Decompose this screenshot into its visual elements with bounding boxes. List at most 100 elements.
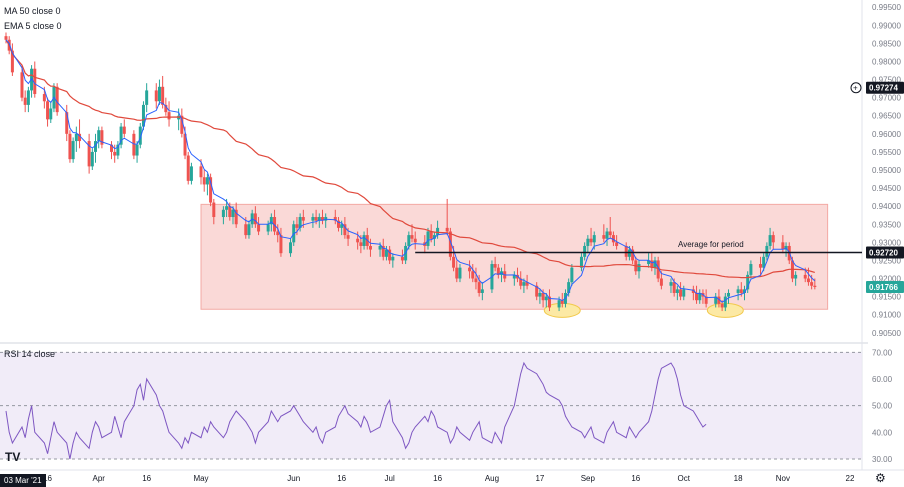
candle-body[interactable] xyxy=(589,238,593,243)
candle-body[interactable] xyxy=(333,217,337,221)
candle-body[interactable] xyxy=(695,292,699,301)
candle-body[interactable] xyxy=(269,217,273,225)
candle-body[interactable] xyxy=(340,224,344,228)
candle-body[interactable] xyxy=(739,289,743,293)
candle-body[interactable] xyxy=(445,227,449,232)
candle-body[interactable] xyxy=(493,264,497,268)
candle-body[interactable] xyxy=(525,282,529,286)
candle-body[interactable] xyxy=(455,267,459,279)
rsi-pane[interactable] xyxy=(0,351,862,460)
candle-body[interactable] xyxy=(49,108,53,120)
candle-body[interactable] xyxy=(343,224,347,236)
candle-body[interactable] xyxy=(199,166,203,178)
candle-body[interactable] xyxy=(653,260,657,268)
candle-body[interactable] xyxy=(244,224,248,236)
candle-body[interactable] xyxy=(794,274,798,279)
candle-body[interactable] xyxy=(560,300,564,304)
candle-body[interactable] xyxy=(647,260,651,265)
candle-body[interactable] xyxy=(94,141,98,152)
candle-body[interactable] xyxy=(314,217,318,221)
candle-body[interactable] xyxy=(225,206,229,210)
candle-body[interactable] xyxy=(298,217,302,228)
candle-body[interactable] xyxy=(723,296,727,308)
candle-body[interactable] xyxy=(698,292,702,301)
candle-body[interactable] xyxy=(611,235,615,243)
candle-body[interactable] xyxy=(183,133,187,156)
candle-body[interactable] xyxy=(458,267,462,279)
candle-body[interactable] xyxy=(202,177,206,185)
candle-body[interactable] xyxy=(704,296,708,304)
candle-body[interactable] xyxy=(682,289,686,297)
candle-body[interactable] xyxy=(346,235,350,239)
price-axis[interactable]: 0.99500 0.99000 0.98500 0.98000 0.97500 0.970… xyxy=(850,3,904,338)
candle-body[interactable] xyxy=(221,209,225,218)
candle-body[interactable] xyxy=(429,231,433,239)
candle-body[interactable] xyxy=(164,104,168,113)
candle-body[interactable] xyxy=(471,271,475,279)
candle-body[interactable] xyxy=(100,130,104,145)
candle-body[interactable] xyxy=(768,235,772,246)
candle-body[interactable] xyxy=(781,242,785,250)
plus-icon-circle[interactable] xyxy=(850,82,862,94)
candle-body[interactable] xyxy=(228,206,232,218)
candle-body[interactable] xyxy=(23,97,27,105)
candle-body[interactable] xyxy=(746,274,750,290)
time-axis[interactable]: 16 Apr 16 May Jun 16 Jul 16 Aug 17 Sep 16 Oct 18 Nov 22 xyxy=(43,474,855,483)
candle-body[interactable] xyxy=(247,224,251,236)
candle-body[interactable] xyxy=(762,256,766,268)
ma-50-line[interactable] xyxy=(5,39,815,279)
candle-body[interactable] xyxy=(42,94,46,102)
candle-body[interactable] xyxy=(656,260,660,279)
candle-body[interactable] xyxy=(289,242,293,254)
candle-body[interactable] xyxy=(336,220,340,228)
candle-body[interactable] xyxy=(321,217,324,221)
candle-body[interactable] xyxy=(538,292,542,297)
candle-body[interactable] xyxy=(810,282,814,286)
candle-body[interactable] xyxy=(512,274,516,279)
candle-body[interactable] xyxy=(547,296,551,308)
candle-body[interactable] xyxy=(55,86,59,113)
candle-body[interactable] xyxy=(317,217,321,221)
candle-body[interactable] xyxy=(631,249,635,261)
candle-body[interactable] xyxy=(452,256,456,268)
candle-body[interactable] xyxy=(624,245,628,257)
candle-body[interactable] xyxy=(10,50,14,73)
candle-body[interactable] xyxy=(119,126,123,145)
candle-body[interactable] xyxy=(410,235,414,239)
candle-body[interactable] xyxy=(583,245,587,257)
candle-body[interactable] xyxy=(765,245,769,257)
candle-body[interactable] xyxy=(615,242,619,246)
candle-body[interactable] xyxy=(301,217,305,221)
candle-body[interactable] xyxy=(522,282,526,286)
candle-body[interactable] xyxy=(87,141,91,167)
candle-body[interactable] xyxy=(276,231,280,236)
candle-body[interactable] xyxy=(758,264,762,268)
candle-body[interactable] xyxy=(71,141,75,160)
candle-body[interactable] xyxy=(637,264,641,272)
candle-body[interactable] xyxy=(432,235,436,239)
candle-body[interactable] xyxy=(474,278,478,283)
candle-body[interactable] xyxy=(749,264,753,275)
candle-body[interactable] xyxy=(356,238,360,243)
candle-body[interactable] xyxy=(135,144,139,156)
candle-body[interactable] xyxy=(231,209,235,218)
candle-body[interactable] xyxy=(679,289,683,297)
candle-body[interactable] xyxy=(362,235,366,246)
candle-body[interactable] xyxy=(736,289,740,293)
candle-body[interactable] xyxy=(727,292,731,297)
candle-body[interactable] xyxy=(570,267,574,283)
candle-body[interactable] xyxy=(122,126,126,134)
candle-body[interactable] xyxy=(477,282,481,293)
candle-body[interactable] xyxy=(720,303,724,308)
range-box[interactable] xyxy=(200,203,829,310)
candle-body[interactable] xyxy=(608,231,612,236)
candle-body[interactable] xyxy=(138,126,142,145)
candle-body[interactable] xyxy=(413,238,417,243)
candle-body[interactable] xyxy=(535,285,539,297)
candle-body[interactable] xyxy=(161,86,165,105)
candle-body[interactable] xyxy=(205,177,209,185)
candle-body[interactable] xyxy=(691,289,695,293)
candle-body[interactable] xyxy=(541,292,545,301)
candle-body[interactable] xyxy=(141,104,145,127)
